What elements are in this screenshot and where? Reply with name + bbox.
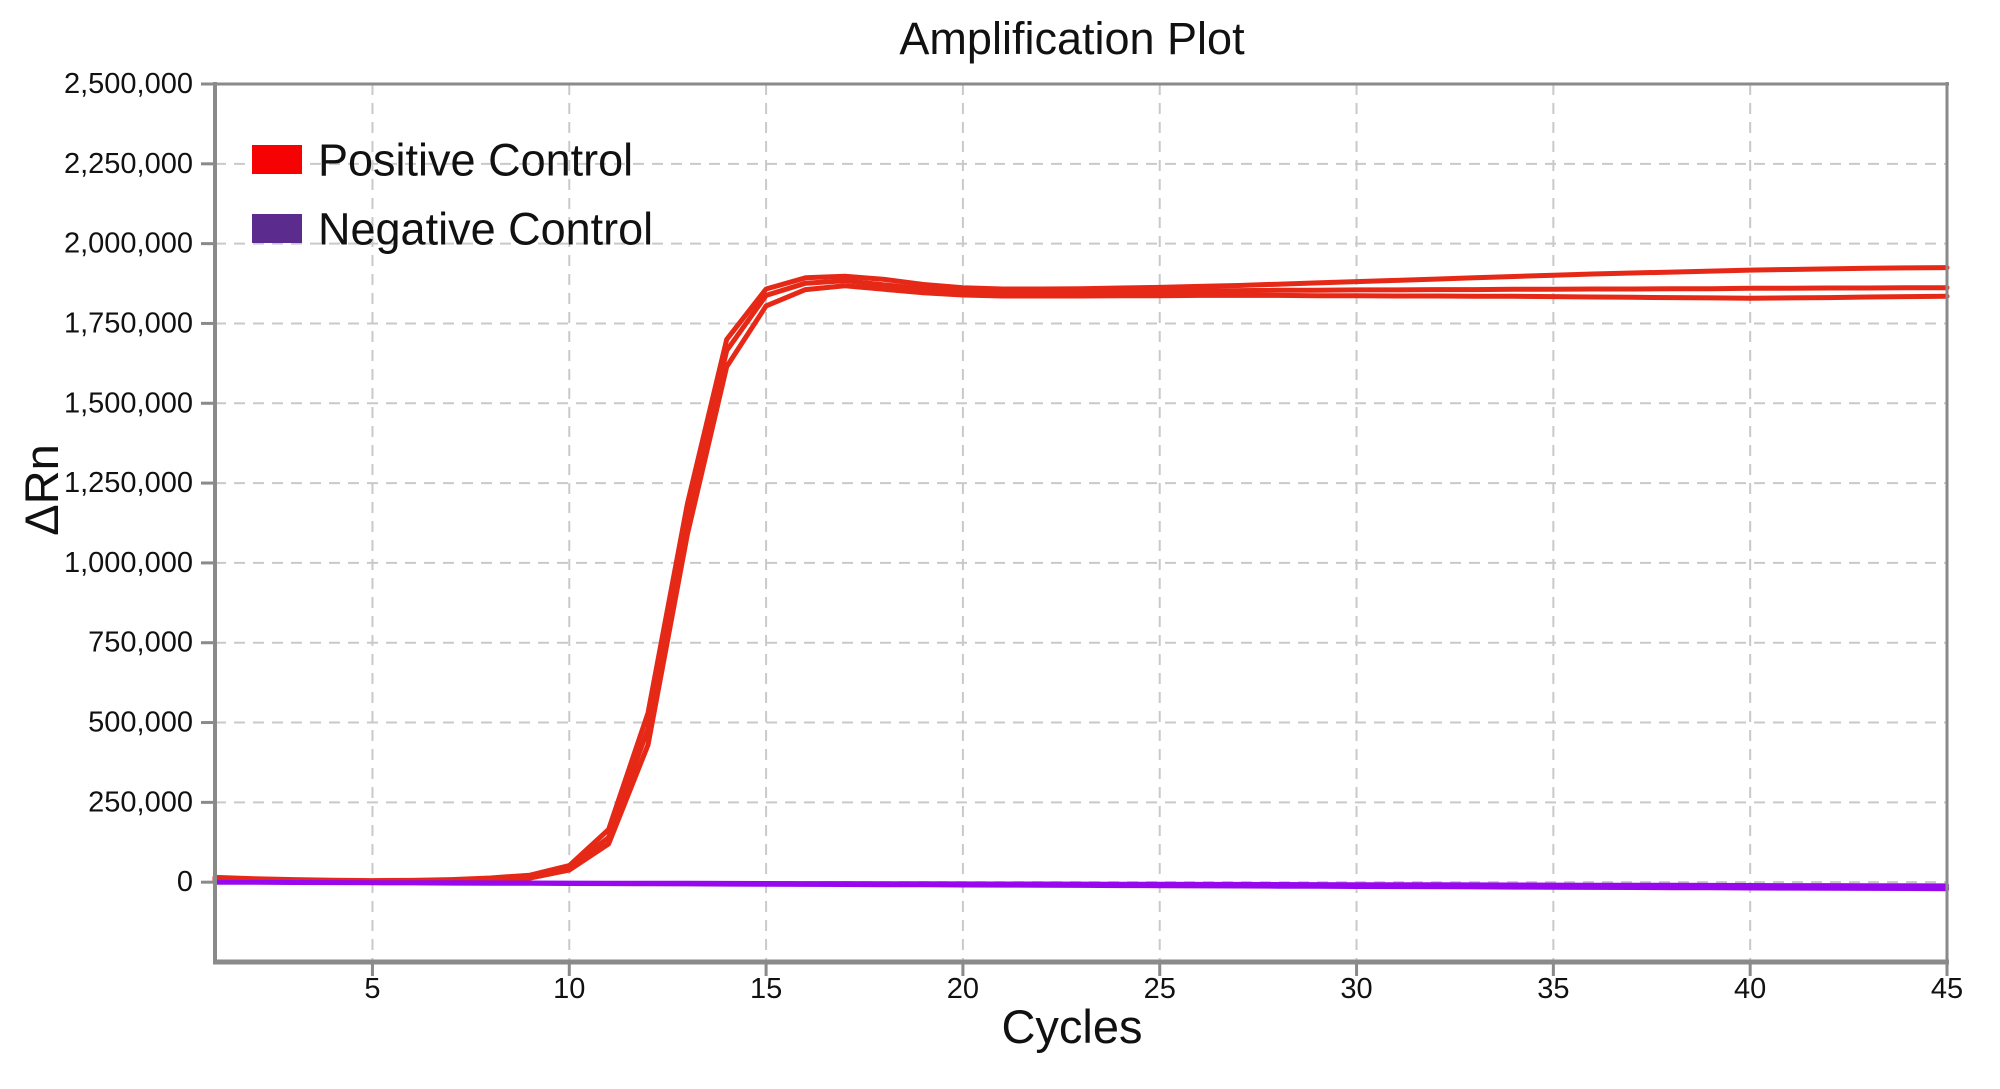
x-tick-label: 20: [947, 973, 979, 1005]
chart-title: Amplification Plot: [899, 13, 1245, 64]
x-tick-label: 35: [1537, 973, 1569, 1005]
axis-ticks: [201, 82, 1949, 976]
legend-swatch-positive-control: [252, 145, 302, 174]
y-tick-label: 0: [177, 866, 193, 898]
x-tick-label: 45: [1931, 973, 1963, 1005]
legend: Positive Control Negative Control: [252, 135, 653, 255]
y-tick-label: 250,000: [88, 786, 193, 818]
x-axis-label: Cycles: [1001, 1000, 1142, 1053]
x-tick-label: 30: [1340, 973, 1372, 1005]
y-tick-label: 1,750,000: [64, 307, 193, 339]
y-tick-label: 1,500,000: [64, 387, 193, 419]
x-tick-label: 15: [750, 973, 782, 1005]
x-tick-label: 25: [1144, 973, 1176, 1005]
y-axis-label: ΔRn: [15, 444, 68, 535]
series-line: [212, 283, 1950, 884]
x-tick-label: 10: [553, 973, 585, 1005]
x-tick-label: 40: [1734, 973, 1766, 1005]
series-line: [212, 265, 1950, 884]
y-tick-label: 1,000,000: [64, 547, 193, 579]
axis-spines: [213, 82, 1949, 965]
y-tick-label: 500,000: [88, 707, 193, 739]
legend-swatch-negative-control: [252, 214, 302, 243]
legend-label-positive-control: Positive Control: [318, 135, 633, 186]
y-tick-label: 2,250,000: [64, 148, 193, 180]
axis-tick-labels: 5 10 15 20 25 30 35 40 45 0 250,000 500,000 750,000 1…: [64, 68, 1963, 1005]
y-tick-label: 750,000: [88, 627, 193, 659]
series-lines: [212, 265, 1950, 892]
series-line: [213, 880, 1949, 892]
y-tick-label: 1,250,000: [64, 467, 193, 499]
x-tick-label: 5: [364, 973, 380, 1005]
legend-label-negative-control: Negative Control: [318, 204, 653, 255]
y-tick-label: 2,500,000: [64, 68, 193, 100]
y-tick-label: 2,000,000: [64, 228, 193, 260]
series-line: [212, 278, 1950, 884]
